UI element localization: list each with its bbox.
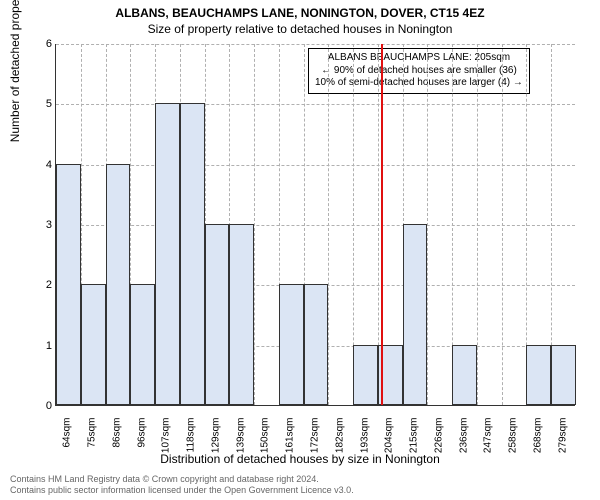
bar (229, 224, 254, 405)
x-tick: 75sqm (87, 418, 98, 468)
chart-container: ALBANS, BEAUCHAMPS LANE, NONINGTON, DOVE… (0, 0, 600, 500)
bar (205, 224, 230, 405)
bar (56, 164, 81, 405)
annotation-box: ALBANS BEAUCHAMPS LANE: 205sqm ← 90% of … (308, 48, 530, 94)
gridline-h (56, 104, 575, 105)
x-tick: 86sqm (111, 418, 122, 468)
x-tick: 129sqm (210, 418, 221, 468)
y-tick: 4 (38, 159, 52, 171)
gridline-v (477, 44, 478, 405)
y-axis-label: Number of detached properties (8, 0, 22, 142)
x-tick: 247sqm (483, 418, 494, 468)
gridline-v (427, 44, 428, 405)
gridline-h (56, 44, 575, 45)
x-tick: 182sqm (334, 418, 345, 468)
chart-subtitle: Size of property relative to detached ho… (0, 20, 600, 36)
footer: Contains HM Land Registry data © Crown c… (10, 474, 354, 496)
gridline-h (56, 225, 575, 226)
marker-line (381, 44, 383, 405)
y-tick: 2 (38, 279, 52, 291)
annotation-line2: ← 90% of detached houses are smaller (36… (315, 65, 523, 78)
bar (353, 345, 378, 405)
x-tick: 107sqm (161, 418, 172, 468)
bar (155, 103, 180, 405)
x-tick: 161sqm (285, 418, 296, 468)
bar (304, 284, 329, 405)
gridline-v (328, 44, 329, 405)
x-tick: 258sqm (508, 418, 519, 468)
bar (106, 164, 131, 405)
gridline-v (502, 44, 503, 405)
bar (279, 284, 304, 405)
bar (81, 284, 106, 405)
y-tick: 5 (38, 98, 52, 110)
x-tick: 118sqm (186, 418, 197, 468)
annotation-line1: ALBANS BEAUCHAMPS LANE: 205sqm (315, 52, 523, 65)
footer-line1: Contains HM Land Registry data © Crown c… (10, 474, 354, 485)
gridline-h (56, 165, 575, 166)
bar (403, 224, 428, 405)
gridline-v (254, 44, 255, 405)
x-tick: 150sqm (260, 418, 271, 468)
bar (551, 345, 576, 405)
x-tick: 215sqm (409, 418, 420, 468)
bar (180, 103, 205, 405)
x-tick: 139sqm (235, 418, 246, 468)
x-tick: 279sqm (557, 418, 568, 468)
chart-title: ALBANS, BEAUCHAMPS LANE, NONINGTON, DOVE… (0, 0, 600, 20)
bar (130, 284, 155, 405)
annotation-line3: 10% of semi-detached houses are larger (… (315, 77, 523, 90)
footer-line2: Contains public sector information licen… (10, 485, 354, 496)
x-tick: 172sqm (310, 418, 321, 468)
y-tick: 3 (38, 219, 52, 231)
y-tick: 0 (38, 400, 52, 412)
x-tick: 64sqm (62, 418, 73, 468)
y-tick: 6 (38, 38, 52, 50)
x-tick: 96sqm (136, 418, 147, 468)
y-tick: 1 (38, 340, 52, 352)
plot-area: ALBANS BEAUCHAMPS LANE: 205sqm ← 90% of … (55, 44, 575, 406)
bar (526, 345, 551, 405)
x-tick: 204sqm (384, 418, 395, 468)
x-tick: 226sqm (433, 418, 444, 468)
bar (452, 345, 477, 405)
x-tick: 236sqm (458, 418, 469, 468)
x-tick: 193sqm (359, 418, 370, 468)
x-tick: 268sqm (532, 418, 543, 468)
